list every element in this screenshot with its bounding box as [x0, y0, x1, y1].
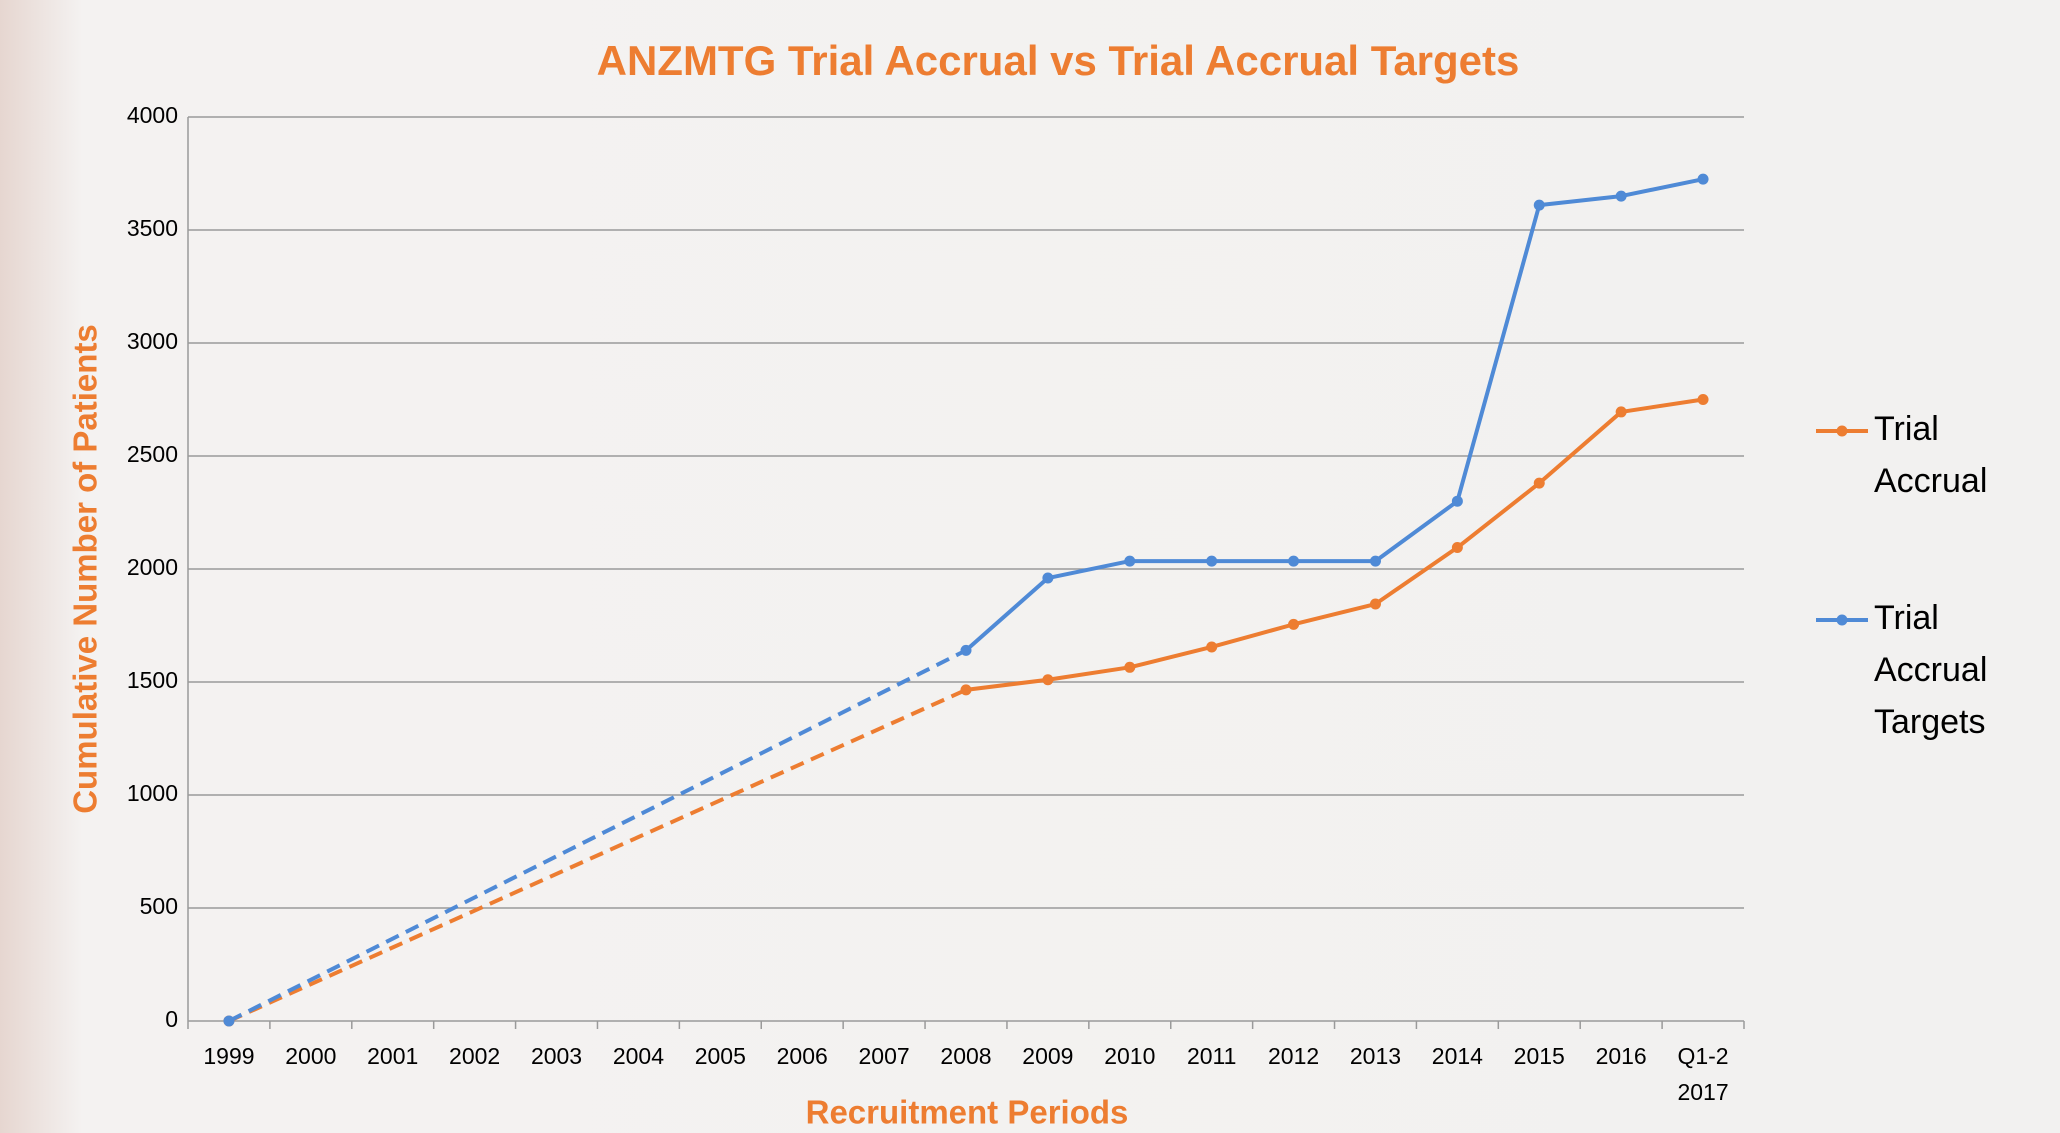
- x-tick-label: 2012: [1268, 1043, 1319, 1069]
- y-tick-label: 0: [165, 1006, 178, 1032]
- point: [1697, 394, 1709, 405]
- x-tick-label: 2016: [1596, 1043, 1647, 1069]
- y-tick-label: 3500: [127, 215, 178, 241]
- x-tick-label: 2010: [1104, 1043, 1155, 1069]
- x-tick-label: 2003: [531, 1043, 582, 1069]
- point: [1369, 598, 1381, 610]
- x-tick-label: 2004: [613, 1043, 664, 1069]
- point: [1615, 406, 1627, 418]
- legend-swatch-point: [1836, 425, 1848, 437]
- y-tick-label: 1000: [127, 780, 178, 806]
- x-tick-label: 2013: [1350, 1043, 1401, 1069]
- point: [1451, 495, 1463, 507]
- legend-label: Trial Accrual: [1874, 410, 1987, 500]
- gap-connector: [228, 688, 967, 1023]
- legend-swatch-point: [1836, 614, 1848, 626]
- point: [1288, 555, 1300, 567]
- point: [1124, 661, 1136, 673]
- point: [1451, 542, 1463, 554]
- x-tick-label: 2005: [695, 1043, 746, 1069]
- point: [1124, 555, 1136, 567]
- x-tick-label: 2007: [859, 1043, 910, 1069]
- y-tick-label: 1500: [127, 667, 178, 693]
- chart-title: ANZMTG Trial Accrual vs Trial Accrual Ta…: [597, 37, 1520, 84]
- x-tick-label: 2001: [367, 1043, 418, 1069]
- point: [1206, 555, 1218, 567]
- point: [960, 644, 972, 656]
- series-line: [964, 177, 1704, 652]
- x-axis-title: Recruitment Periods: [806, 1094, 1129, 1131]
- point: [1533, 477, 1545, 489]
- x-tick-label: 2006: [777, 1043, 828, 1069]
- y-tick-label: 2500: [127, 441, 178, 467]
- x-tick-label: 2015: [1514, 1043, 1565, 1069]
- x-tick-label: 2008: [940, 1043, 991, 1069]
- point: [960, 684, 972, 696]
- point: [1369, 555, 1381, 567]
- point: [1615, 190, 1627, 202]
- point: [1042, 674, 1054, 686]
- y-tick-label: 2000: [127, 554, 178, 580]
- y-tick-label: 3000: [127, 328, 178, 354]
- y-axis-title: Cumulative Number of Patients: [67, 324, 104, 814]
- point: [1697, 173, 1709, 185]
- x-tick-label: 2002: [449, 1043, 500, 1069]
- point: [1288, 618, 1300, 630]
- y-tick-label: 4000: [127, 102, 178, 128]
- series-line: [965, 397, 1704, 692]
- x-tick-label: 1999: [203, 1043, 254, 1069]
- x-tick-label: 2009: [1022, 1043, 1073, 1069]
- point: [223, 1015, 235, 1027]
- x-tick-label: 2014: [1432, 1043, 1483, 1069]
- legend-label: Trial Accrual Targets: [1874, 599, 1987, 741]
- point: [1206, 641, 1218, 653]
- y-tick-label: 500: [140, 893, 178, 919]
- gap-connector: [228, 648, 967, 1023]
- point: [1533, 199, 1545, 211]
- x-tick-label: Q1-2 2017: [1677, 1043, 1728, 1105]
- point: [1042, 572, 1054, 584]
- x-tick-label: 2000: [285, 1043, 336, 1069]
- x-tick-label: 2011: [1187, 1043, 1236, 1069]
